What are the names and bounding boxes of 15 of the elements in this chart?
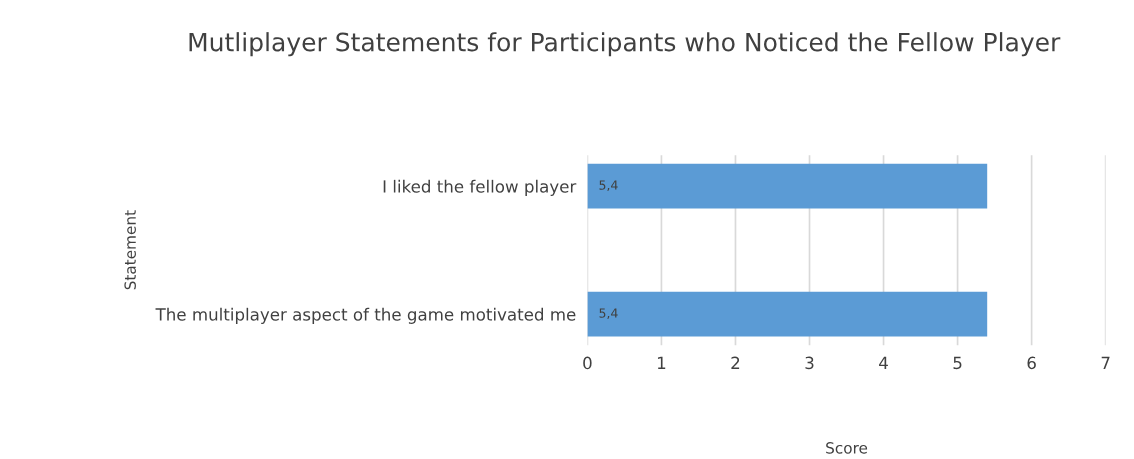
x-tick-label: 7 <box>1101 356 1110 369</box>
x-tick-label: 1 <box>657 356 666 369</box>
y-axis-title: Statement <box>124 210 136 290</box>
x-tick-label: 4 <box>879 356 888 369</box>
x-tick-label: 3 <box>805 356 814 370</box>
data-label: 5,4 <box>599 308 618 320</box>
x-tick-label: 5 <box>953 356 962 370</box>
x-tick-label: 2 <box>731 356 740 369</box>
y-tick-label: The multiplayer aspect of the game motivated me <box>155 307 576 324</box>
x-tick-label: 0 <box>583 356 592 370</box>
x-axis-title: Score <box>826 442 868 454</box>
x-tick-label: 6 <box>1027 356 1036 370</box>
data-label: 5,4 <box>599 180 618 192</box>
y-tick-label: I liked the fellow player <box>383 179 577 196</box>
chart-title: Mutliplayer Statements for Participants who Noticed the Fellow Player <box>189 32 1061 57</box>
